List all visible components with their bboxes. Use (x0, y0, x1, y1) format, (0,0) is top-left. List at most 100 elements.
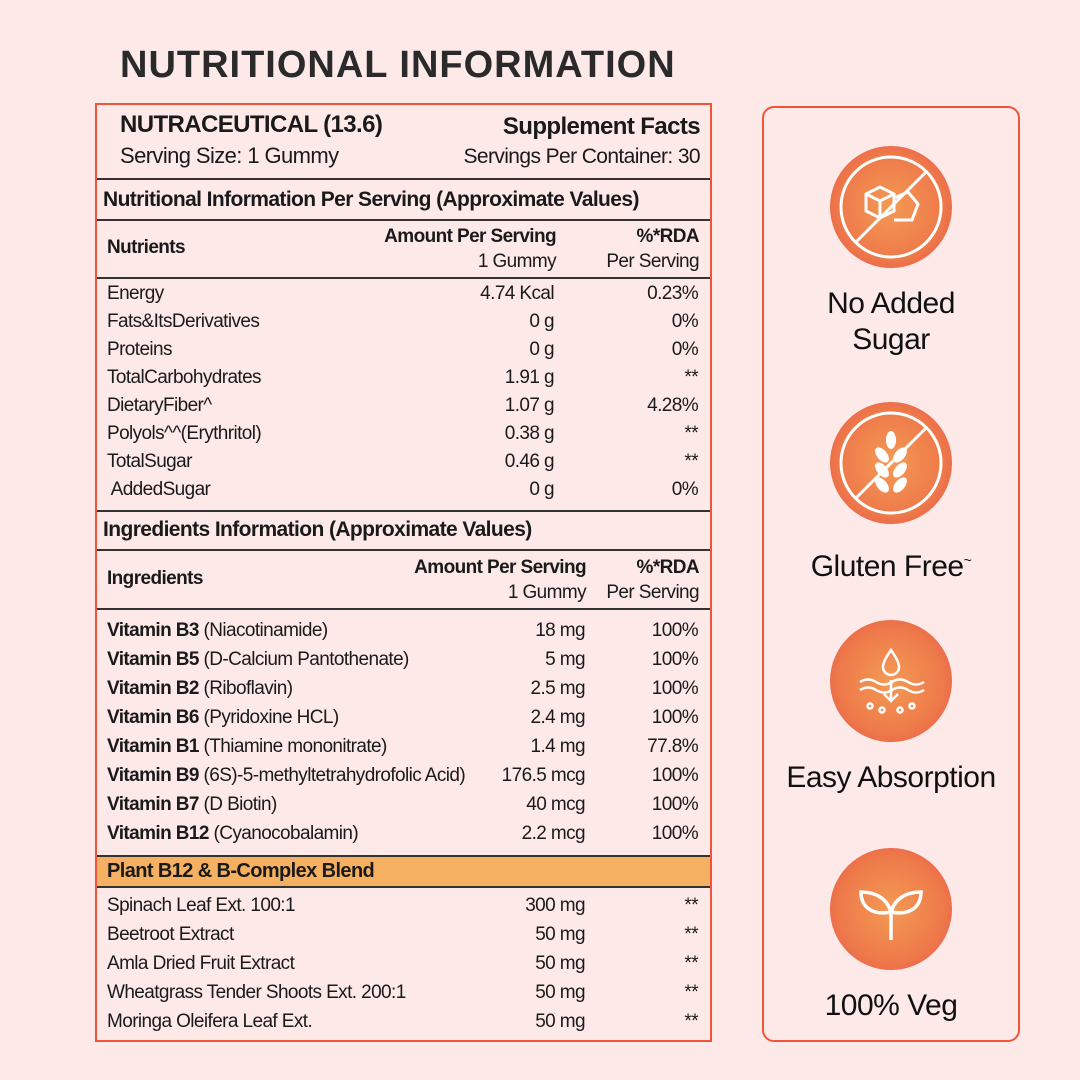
row-amount: 50 mg (535, 924, 585, 945)
row-rda: 100% (651, 620, 699, 641)
table-row: DietaryFiber^ 1.07 g 4.28% (97, 395, 710, 423)
table-row: Energy 4.74 Kcal 0.23% (97, 283, 710, 311)
row-name: AddedSugar (107, 479, 211, 500)
table-row: Vitamin B9 (6S)-5-methyltetrahydrofolic … (97, 765, 710, 793)
vitamin-name: Vitamin B5 (107, 649, 199, 670)
row-name: Spinach Leaf Ext. 100:1 (107, 895, 296, 916)
row-name: Wheatgrass Tender Shoots Ext. 200:1 (107, 982, 406, 1003)
ingredient-name: Vitamin B7 (D Biotin) (107, 794, 277, 816)
product-name: NUTRACEUTICAL (13.6) (120, 111, 383, 138)
vitamin-name: Vitamin B7 (107, 794, 199, 815)
feature-label: No Added (827, 287, 955, 320)
row-name: Proteins (107, 339, 173, 360)
divider (97, 178, 710, 180)
row-name: TotalSugar (107, 451, 192, 472)
feature-no-added-sugar: No Added Sugar (764, 146, 1018, 358)
table-row: TotalSugar 0.46 g ** (97, 451, 710, 479)
row-name: Polyols^^(Erythritol) (107, 423, 262, 444)
row-rda: 0.23% (647, 283, 698, 304)
ingredient-name: Vitamin B5 (D-Calcium Pantothenate) (107, 649, 409, 671)
row-rda: ** (684, 423, 698, 444)
vitamin-detail: (Thiamine mononitrate) (198, 736, 388, 757)
row-rda: 100% (651, 649, 699, 670)
row-rda: ** (684, 1011, 698, 1032)
vitamin-name: Vitamin B2 (107, 678, 199, 699)
row-name: Moringa Oleifera Leaf Ext. (107, 1011, 313, 1032)
vitamin-name: Vitamin B6 (107, 707, 199, 728)
row-amount: 4.74 Kcal (480, 283, 554, 304)
table-row: Vitamin B7 (D Biotin) 40 mcg 100% (97, 794, 710, 822)
row-amount: 176.5 mcg (501, 765, 586, 786)
row-rda: ** (684, 982, 698, 1003)
row-rda: 100% (651, 707, 699, 728)
row-rda: 4.28% (647, 395, 698, 416)
supplement-facts-table: NUTRACEUTICAL (13.6) Serving Size: 1 Gum… (95, 103, 712, 1042)
ing-rda-col-sub: Per Serving (606, 582, 699, 603)
vitamin-detail: (6S)-5-methyltetrahydrofolic Acid) (198, 765, 466, 786)
row-name: Amla Dried Fruit Extract (107, 953, 295, 974)
no-sugar-icon (830, 146, 952, 268)
row-amount: 2.4 mg (530, 707, 586, 728)
row-rda: ** (684, 953, 698, 974)
table-row: Vitamin B2 (Riboflavin) 2.5 mg 100% (97, 678, 710, 706)
row-rda: ** (684, 924, 698, 945)
row-name: Fats&ItsDerivatives (107, 311, 260, 332)
table-row: AddedSugar 0 g 0% (97, 479, 710, 507)
servings-per-container: Servings Per Container: 30 (463, 145, 700, 168)
supplement-facts-label: Supplement Facts (502, 113, 701, 140)
table-row: Spinach Leaf Ext. 100:1 300 mg ** (97, 895, 710, 923)
table-row: Vitamin B12 (Cyanocobalamin) 2.2 mcg 100% (97, 823, 710, 851)
ing-rda-col-header: %*RDA (636, 557, 700, 578)
ingredient-name: Vitamin B2 (Riboflavin) (107, 678, 293, 700)
row-rda: 100% (651, 823, 699, 844)
amount-col-header: Amount Per Serving (384, 226, 556, 247)
rda-col-header: %*RDA (636, 226, 700, 247)
row-rda: ** (684, 895, 698, 916)
row-amount: 5 mg (545, 649, 585, 670)
table-row: Vitamin B3 (Niacotinamide) 18 mg 100% (97, 620, 710, 648)
table-row: Amla Dried Fruit Extract 50 mg ** (97, 953, 710, 981)
feature-label: Gluten Free (810, 550, 964, 583)
vitamin-name: Vitamin B3 (107, 620, 199, 641)
table-row: Fats&ItsDerivatives 0 g 0% (97, 311, 710, 339)
row-rda: 100% (651, 765, 699, 786)
row-amount: 300 mg (525, 895, 585, 916)
row-name: Energy (107, 283, 164, 304)
page-title: NUTRITIONAL INFORMATION (120, 44, 676, 86)
row-amount: 2.5 mg (530, 678, 586, 699)
row-rda: 100% (651, 678, 699, 699)
row-amount: 0.46 g (504, 451, 555, 472)
vitamin-detail: (Cyanocobalamin) (208, 823, 359, 844)
blend-title: Plant B12 & B-Complex Blend (107, 860, 375, 882)
row-amount: 1.07 g (504, 395, 555, 416)
table-row: Proteins 0 g 0% (97, 339, 710, 367)
vitamin-detail: (Pyridoxine HCL) (198, 707, 340, 728)
ing-amount-col-header: Amount Per Serving (414, 557, 586, 578)
row-amount: 50 mg (535, 1011, 585, 1032)
row-amount: 1.4 mg (530, 736, 586, 757)
blend-header: Plant B12 & B-Complex Blend (97, 855, 710, 888)
divider (97, 510, 710, 512)
feature-superscript: ~ (963, 552, 972, 568)
ing-amount-col-sub: 1 Gummy (507, 582, 587, 603)
vitamin-name: Vitamin B1 (107, 736, 199, 757)
row-rda: ** (684, 451, 698, 472)
divider (97, 219, 710, 221)
serving-size: Serving Size: 1 Gummy (120, 143, 339, 168)
rda-col-sub: Per Serving (606, 251, 699, 272)
table-row: Vitamin B1 (Thiamine mononitrate) 1.4 mg 7… (97, 736, 710, 764)
amount-col-sub: 1 Gummy (477, 251, 557, 272)
row-amount: 1.91 g (504, 367, 555, 388)
feature-100-veg: 100% Veg (764, 848, 1018, 1024)
row-rda: 100% (651, 794, 699, 815)
vitamin-detail: (Niacotinamide) (198, 620, 329, 641)
easy-absorption-icon (830, 620, 952, 742)
vitamin-name: Vitamin B12 (107, 823, 209, 844)
row-name: TotalCarbohydrates (107, 367, 262, 388)
ingredient-name: Vitamin B9 (6S)-5-methyltetrahydrofolic … (107, 765, 466, 787)
feature-label: Easy Absorption (786, 761, 996, 794)
table-row: Vitamin B6 (Pyridoxine HCL) 2.4 mg 100% (97, 707, 710, 735)
row-amount: 0.38 g (504, 423, 555, 444)
vitamin-name: Vitamin B9 (107, 765, 199, 786)
features-panel: No Added Sugar Gluten Free~ Easy Absorpti… (762, 106, 1020, 1042)
